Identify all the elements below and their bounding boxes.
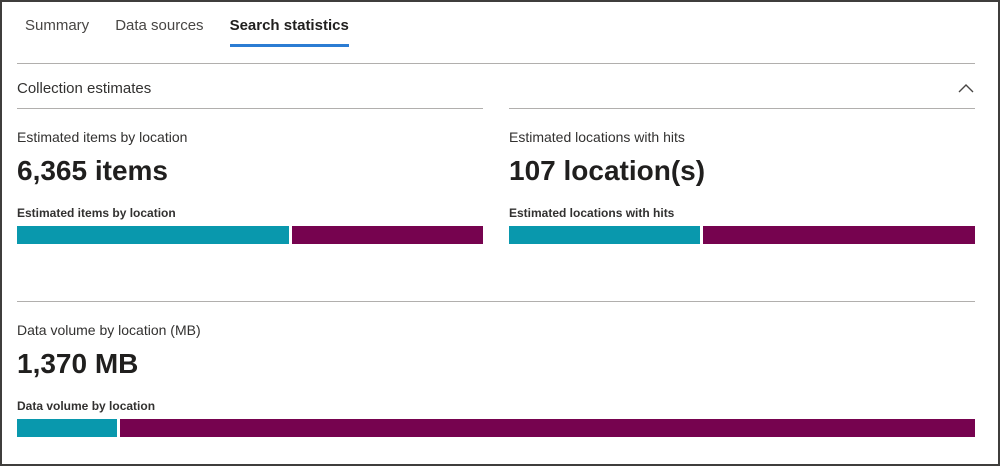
card-value: 6,365 items (17, 155, 168, 186)
tab-bar: Summary Data sources Search statistics (2, 2, 998, 47)
header-divider (17, 63, 975, 64)
bar-segment-magenta (292, 226, 483, 244)
card-data-volume: Data volume by location (MB) 1,370 MB Da… (17, 301, 975, 437)
estimates-grid: Estimated items by location 6,365 items … (17, 108, 975, 437)
bar-segment-magenta (119, 419, 975, 437)
card-value: 107 location(s) (509, 155, 706, 186)
bar-segment-magenta (703, 226, 975, 244)
tab-search-statistics[interactable]: Search statistics (229, 16, 349, 47)
section-title: Collection estimates (17, 80, 152, 97)
stacked-bar-chart (17, 419, 975, 437)
card-estimated-items: Estimated items by location 6,365 items … (17, 108, 483, 244)
chevron-up-icon (958, 84, 974, 93)
card-estimated-locations: Estimated locations with hits 107 locati… (509, 108, 975, 244)
bar-segment-teal (17, 226, 290, 244)
bar-segment-teal (509, 226, 701, 244)
bar-segment-teal (17, 419, 117, 437)
tab-summary[interactable]: Summary (25, 17, 90, 34)
chart-title: Estimated locations with hits (509, 206, 675, 220)
card-label: Estimated locations with hits (509, 129, 685, 145)
stacked-bar-chart (509, 226, 975, 244)
collapse-section-button[interactable] (957, 80, 975, 98)
collection-estimates-header: Collection estimates (17, 79, 975, 98)
tab-data-sources[interactable]: Data sources (115, 17, 204, 34)
chart-title: Data volume by location (17, 399, 156, 413)
card-label: Data volume by location (MB) (17, 322, 201, 338)
chart-title: Estimated items by location (17, 206, 176, 220)
card-label: Estimated items by location (17, 129, 188, 145)
card-value: 1,370 MB (17, 348, 139, 379)
stacked-bar-chart (17, 226, 483, 244)
